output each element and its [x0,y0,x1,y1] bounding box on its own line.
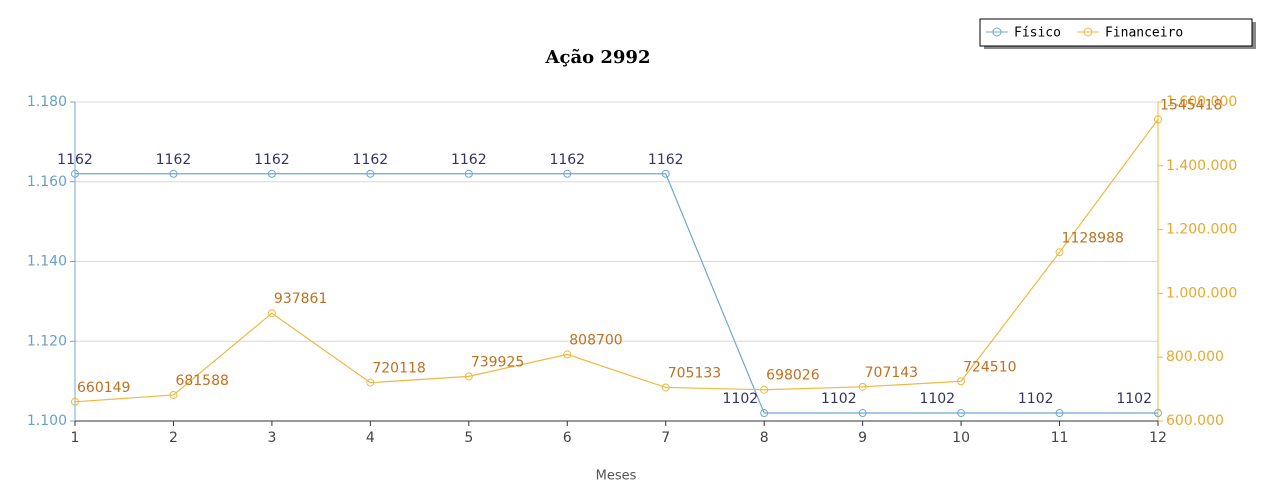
x-tick-label: 6 [563,430,572,446]
y2-tick-label: 1.600.000 [1166,94,1237,110]
point [267,169,276,178]
y-tick-label: 1.180 [27,94,67,110]
point [1154,409,1162,418]
data-label: 698026 [766,368,820,384]
point [760,385,769,394]
x-axis-label: Meses [596,469,637,484]
y2-tick-label: 1.400.000 [1166,158,1237,174]
x-tick-label: 5 [464,430,473,446]
point [858,382,867,391]
data-label: 1162 [254,152,290,168]
x-tick-label: 1 [71,430,80,446]
data-label: 1102 [821,391,857,407]
x-tick-label: 12 [1149,430,1167,446]
point [71,169,79,178]
point [661,383,670,392]
point [563,350,572,359]
data-label: 1102 [1116,391,1152,407]
point [760,409,769,418]
data-label: 1162 [648,152,684,168]
point [957,377,966,386]
data-label: 1102 [723,391,759,407]
legend-box [979,18,1253,47]
data-label: 724510 [963,359,1016,375]
point [1055,248,1064,257]
point [169,390,178,399]
x-tick-label: 11 [1051,430,1069,446]
data-label: 1162 [156,152,192,168]
y-tick-label: 1.100 [27,413,67,429]
y2-tick-label: 1.200.000 [1166,222,1237,238]
chart-title: Ação 2992 [545,47,651,68]
point [1055,409,1064,418]
series-line [74,119,1159,403]
point [957,409,966,418]
data-label: 1162 [353,152,389,168]
series-line [75,173,1158,414]
x-tick-label: 8 [760,430,769,446]
data-label: 739925 [471,354,524,370]
data-label: 808700 [569,332,622,348]
data-label: 681588 [175,373,228,389]
y-tick-label: 1.160 [27,174,67,190]
point [267,309,276,318]
x-tick-label: 7 [661,430,670,446]
data-label: 707143 [865,365,918,381]
data-label: 1162 [451,152,487,168]
data-label: 705133 [668,365,721,381]
data-label: 1102 [919,391,955,407]
data-label: 1102 [1018,391,1054,407]
x-tick-label: 10 [952,430,970,446]
point [366,378,375,387]
legend-marker [1083,27,1093,37]
point [464,372,473,381]
y2-tick-label: 1.000.000 [1166,285,1237,301]
point [563,169,572,178]
legend-label: Financeiro [1105,26,1183,41]
legend-label: Físico [1014,26,1061,41]
data-label: 720118 [372,361,425,377]
point [1154,115,1162,124]
x-tick-label: 9 [858,430,867,446]
x-tick-label: 3 [267,430,276,446]
point [858,409,867,418]
data-label: 1128988 [1062,230,1124,246]
y-tick-label: 1.120 [27,333,67,349]
data-label: 1162 [57,152,93,168]
x-tick-label: 2 [169,430,178,446]
y2-tick-label: 800.000 [1166,349,1224,365]
data-label: 1545418 [1160,97,1222,113]
data-label: 660149 [77,380,130,396]
data-label: 937861 [274,291,327,307]
x-tick-label: 4 [366,430,375,446]
point [366,169,375,178]
y-tick-label: 1.140 [27,254,67,270]
point [464,169,473,178]
data-label: 1162 [549,152,585,168]
point [169,169,178,178]
legend-marker [992,27,1002,37]
point [661,169,670,178]
y2-tick-label: 600.000 [1166,413,1224,429]
point [71,397,79,406]
